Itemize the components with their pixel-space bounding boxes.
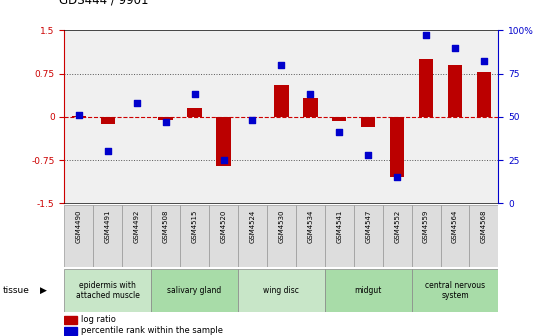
Text: GSM4508: GSM4508 — [162, 210, 169, 244]
Point — [277, 62, 286, 68]
Bar — [158, 117, 173, 120]
Point — [364, 152, 373, 158]
Point — [450, 45, 459, 50]
Bar — [238, 205, 267, 267]
Bar — [64, 269, 151, 312]
Text: GSM4547: GSM4547 — [365, 210, 371, 243]
Bar — [303, 98, 318, 117]
Bar — [180, 205, 209, 267]
Point — [74, 112, 83, 118]
Bar — [382, 205, 412, 267]
Point — [393, 175, 402, 180]
Bar — [296, 205, 325, 267]
Bar — [354, 205, 382, 267]
Text: tissue: tissue — [3, 286, 30, 295]
Bar — [151, 205, 180, 267]
Point — [335, 130, 344, 135]
Bar — [448, 65, 462, 117]
Text: GSM4491: GSM4491 — [105, 210, 111, 244]
Point — [248, 118, 257, 123]
Point — [161, 119, 170, 125]
Text: GSM4530: GSM4530 — [278, 210, 284, 244]
Text: GSM4490: GSM4490 — [76, 210, 82, 244]
Text: ▶: ▶ — [40, 286, 47, 295]
Bar — [238, 269, 325, 312]
Point — [103, 149, 112, 154]
Text: log ratio: log ratio — [81, 316, 116, 324]
Text: GSM4559: GSM4559 — [423, 210, 429, 243]
Point — [422, 33, 431, 38]
Bar — [64, 316, 77, 324]
Text: GSM4515: GSM4515 — [192, 210, 198, 243]
Point — [190, 92, 199, 97]
Text: GSM4568: GSM4568 — [481, 210, 487, 244]
Point — [479, 59, 488, 64]
Point — [306, 92, 315, 97]
Bar — [325, 205, 354, 267]
Text: percentile rank within the sample: percentile rank within the sample — [81, 326, 223, 335]
Text: midgut: midgut — [354, 286, 382, 295]
Text: GSM4492: GSM4492 — [134, 210, 140, 243]
Bar — [412, 205, 441, 267]
Bar — [122, 205, 151, 267]
Bar — [64, 327, 77, 335]
Text: GSM4520: GSM4520 — [221, 210, 227, 243]
Bar — [274, 85, 288, 117]
Text: central nervous
system: central nervous system — [425, 281, 485, 300]
Text: epidermis with
attached muscle: epidermis with attached muscle — [76, 281, 140, 300]
Point — [219, 157, 228, 163]
Bar — [361, 117, 375, 127]
Text: GSM4541: GSM4541 — [336, 210, 342, 243]
Bar — [72, 116, 86, 117]
Text: GSM4534: GSM4534 — [307, 210, 314, 243]
Bar — [188, 108, 202, 117]
Bar — [332, 117, 347, 121]
Bar — [477, 72, 491, 117]
Bar — [151, 269, 238, 312]
Text: GSM4552: GSM4552 — [394, 210, 400, 243]
Bar — [209, 205, 238, 267]
Bar — [64, 205, 94, 267]
Bar — [267, 205, 296, 267]
Text: salivary gland: salivary gland — [167, 286, 222, 295]
Text: GDS444 / 9901: GDS444 / 9901 — [59, 0, 148, 7]
Bar — [325, 269, 412, 312]
Bar — [419, 59, 433, 117]
Bar — [94, 205, 122, 267]
Bar — [412, 269, 498, 312]
Bar — [101, 117, 115, 124]
Bar — [216, 117, 231, 166]
Text: GSM4564: GSM4564 — [452, 210, 458, 243]
Text: GSM4524: GSM4524 — [249, 210, 255, 243]
Point — [132, 100, 141, 106]
Bar — [390, 117, 404, 177]
Bar — [469, 205, 498, 267]
Bar — [441, 205, 469, 267]
Text: wing disc: wing disc — [263, 286, 300, 295]
